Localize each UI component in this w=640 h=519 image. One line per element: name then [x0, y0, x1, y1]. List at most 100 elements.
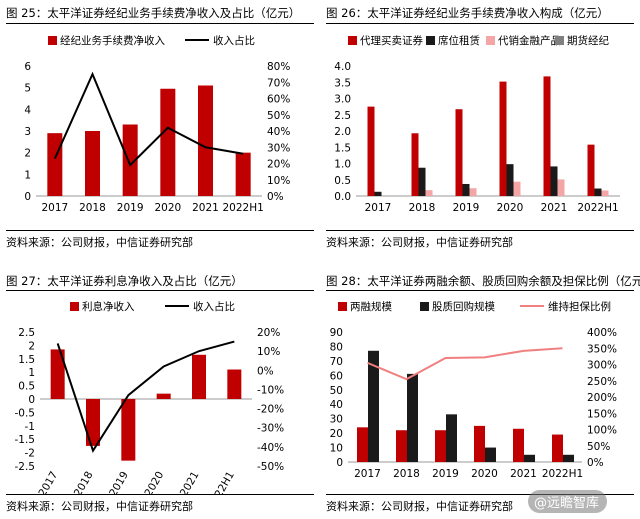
x-tick-label: 2022H1: [542, 468, 583, 480]
legend-label: 经纪业务手续费净收入: [60, 34, 165, 47]
y2-tick-label: 50%: [267, 110, 290, 122]
bar-1: [396, 430, 407, 462]
y-tick-label: 0.0: [334, 191, 351, 203]
y-tick-label: 1: [28, 367, 35, 379]
y-tick-label: -0.5: [15, 407, 36, 419]
x-tick-label: 2021: [192, 202, 219, 214]
chart-title: 图 25：太平洋证券经纪业务手续费净收入及占比（亿元）: [6, 6, 301, 20]
y2-tick-label: 0%: [267, 191, 284, 203]
title-rule: [6, 290, 314, 291]
legend-swatch: [70, 302, 79, 311]
bar-3: [601, 190, 609, 196]
x-tick-label: 2018: [79, 202, 106, 214]
source-rule: [326, 230, 634, 231]
bar-2: [418, 167, 426, 196]
y2-tick-label: -50%: [257, 461, 284, 473]
legend-swatch: [48, 36, 57, 45]
x-tick-label: 2020: [497, 202, 524, 214]
y2-tick-label: 250%: [587, 376, 617, 388]
y-tick-label: 40: [330, 399, 343, 411]
x-tick-label: 2017: [354, 468, 381, 480]
y2-tick-label: 350%: [587, 343, 617, 355]
bar-1: [160, 88, 176, 196]
y2-tick-label: 30%: [267, 142, 290, 154]
bar-1: [235, 152, 251, 196]
y-tick-label: 50: [330, 385, 343, 397]
bar-3: [557, 179, 565, 196]
x-tick-label: 2020: [154, 202, 181, 214]
legend-label: 代销金融产品: [498, 34, 561, 47]
y-tick-label: 1.0: [334, 159, 351, 171]
panel-fig27: 图 27：太平洋证券利息净收入及占比（亿元） -2.5 -2 -1.5 -1 -0.5 0…: [0, 268, 320, 519]
x-tick-label: 2021: [178, 470, 202, 495]
x-tick-label: 2018: [409, 202, 436, 214]
y-tick-label: 3.0: [334, 94, 351, 106]
y-tick-label: 2: [28, 340, 35, 352]
y2-tick-label: 60%: [267, 94, 290, 106]
bar-1: [227, 369, 242, 399]
y-tick-label: 80: [330, 341, 343, 353]
bar-1: [86, 399, 100, 446]
line-series: [53, 71, 244, 167]
x-tick-label: 2018: [72, 470, 96, 495]
bar-1: [50, 349, 65, 399]
y2-tick-label: 100%: [587, 425, 617, 437]
bar-1: [192, 354, 206, 399]
bar-2: [594, 188, 602, 196]
y-tick-label: 30: [330, 414, 343, 426]
y2-tick-label: 10%: [267, 175, 290, 187]
chart-fig26: 0.0 0.5 1.0 1.5 2.0 2.5 3.0 3.5 4.0 2017 2018 2019 2…: [334, 34, 620, 214]
chart-title: 图 26：太平洋证券经纪业务手续费净收入构成（亿元）: [326, 6, 609, 20]
y2-tick-label: -10%: [257, 384, 284, 396]
chart-fig27: -2.5-2 -1.5-1 -0.500.5 11.5 22.5 -50% -40% -30%…: [15, 300, 285, 495]
y2-tick-label: 400%: [587, 327, 617, 339]
legend-label: 两融规模: [350, 300, 392, 313]
y2-tick-label: 0%: [257, 365, 274, 377]
source-note: 资料来源：公司财报，中信证券研究部: [6, 236, 193, 249]
chart-fig28: 0 10 20 30 40 50 60 70 80 90 0% 50% 100% 150% 200% 250%…: [330, 300, 617, 480]
legend-swatch: [555, 36, 564, 45]
bar-1: [411, 133, 419, 196]
y-tick-label: 2.5: [18, 327, 35, 339]
y-tick-label: 20: [330, 428, 343, 440]
bar-1: [499, 81, 507, 196]
y2-tick-label: -30%: [257, 423, 284, 435]
legend-label: 收入占比: [193, 300, 235, 313]
y2-tick-label: 70%: [267, 77, 290, 89]
bar-2: [446, 414, 457, 462]
y-tick-label: 5: [24, 83, 31, 95]
source-note: 资料来源：公司财报，中信证券研究部: [6, 500, 193, 513]
bar-2: [563, 454, 574, 462]
x-tick-label: 2019: [117, 202, 144, 214]
legend-swatch: [420, 302, 429, 311]
title-rule: [6, 23, 314, 24]
bar-2: [485, 447, 496, 462]
bar-1: [587, 144, 595, 196]
y2-tick-label: 80%: [267, 61, 290, 73]
title-rule: [326, 290, 634, 291]
watermark-badge: @远瞻智库: [528, 490, 608, 513]
title-rule: [326, 23, 634, 24]
bar-1: [357, 427, 368, 462]
legend-swatch: [338, 302, 347, 311]
bar-1: [474, 425, 485, 462]
y-tick-label: 1: [24, 169, 31, 181]
legend-label: 利息净收入: [82, 300, 135, 313]
legend-label: 代理买卖证券: [360, 34, 423, 47]
x-tick-label: 2022H1: [577, 202, 618, 214]
bar-1: [513, 428, 524, 462]
legend-label: 期货经纪: [567, 34, 609, 47]
y-tick-label: -2.5: [15, 461, 36, 473]
bar-3: [425, 190, 433, 196]
y-tick-label: 1.5: [334, 142, 351, 154]
bar-3: [469, 188, 477, 196]
y-tick-label: -1: [25, 421, 35, 433]
y2-tick-label: 150%: [587, 408, 617, 420]
y-tick-label: 70: [330, 356, 343, 368]
bar-1: [85, 131, 100, 196]
bar-1: [122, 124, 138, 196]
x-tick-label: 2019: [432, 468, 459, 480]
x-tick-label: 2021: [510, 468, 537, 480]
y2-tick-label: 300%: [587, 360, 617, 372]
